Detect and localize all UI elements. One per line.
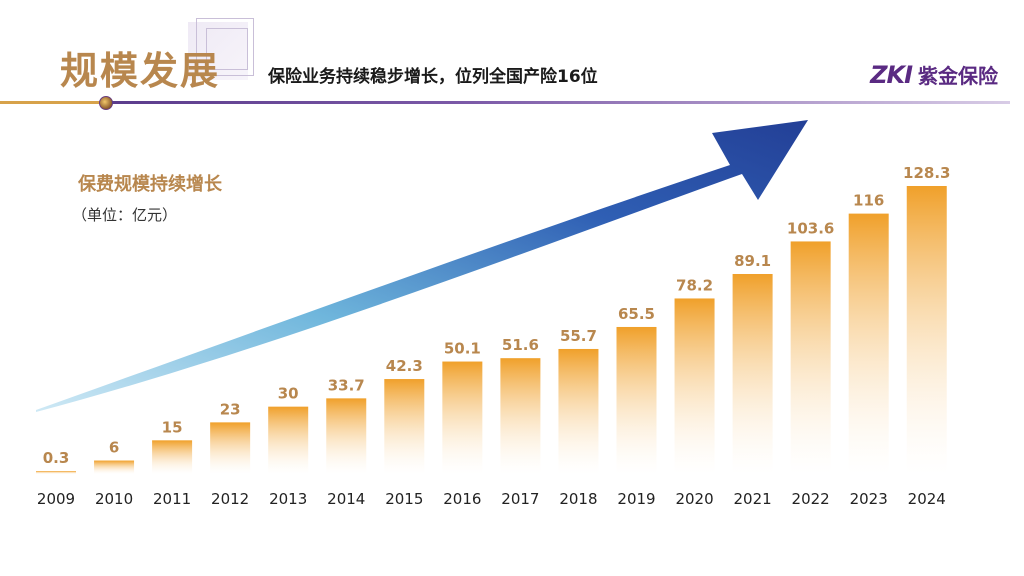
bar-value-label: 89.1 xyxy=(734,252,771,270)
x-tick-label: 2024 xyxy=(908,490,946,508)
bar-2009 xyxy=(36,471,76,474)
chart-unit-label: （单位：亿元） xyxy=(72,206,178,224)
bar-2010 xyxy=(94,460,135,474)
x-tick-label: 2012 xyxy=(211,490,249,508)
bar-value-label: 15 xyxy=(162,418,183,436)
title-decoration-square-inner xyxy=(206,28,248,70)
x-tick-label: 2021 xyxy=(734,490,772,508)
bar-2011 xyxy=(152,440,193,474)
bars-group: 0.3 2009 6 2010 15 2011 23 2012 30 2013 33.7 2014 42… xyxy=(36,164,950,508)
bar-value-label: 103.6 xyxy=(787,219,834,237)
x-tick-label: 2013 xyxy=(269,490,307,508)
bar-value-label: 42.3 xyxy=(386,357,423,375)
bar-value-label: 23 xyxy=(220,400,241,418)
header-divider-gold xyxy=(0,101,100,104)
x-tick-label: 2010 xyxy=(95,490,133,508)
bar-2023 xyxy=(848,213,889,474)
header-divider-purple xyxy=(112,101,1010,104)
logo-text: 紫金保险 xyxy=(918,64,998,88)
bar-2014 xyxy=(326,398,367,474)
x-tick-label: 2015 xyxy=(385,490,423,508)
x-tick-label: 2016 xyxy=(443,490,481,508)
x-tick-label: 2020 xyxy=(675,490,713,508)
page-subtitle: 保险业务持续稳步增长，位列全国产险16位 xyxy=(268,67,598,87)
bar-2015 xyxy=(384,379,425,474)
x-tick-label: 2014 xyxy=(327,490,365,508)
bar-value-label: 50.1 xyxy=(444,340,481,358)
x-tick-label: 2017 xyxy=(501,490,539,508)
growth-arrow xyxy=(36,120,808,412)
company-logo: ZKI 紫金保险 xyxy=(870,60,998,89)
bar-2021 xyxy=(732,273,773,474)
x-tick-label: 2011 xyxy=(153,490,191,508)
bar-value-label: 65.5 xyxy=(618,305,655,323)
x-tick-label: 2018 xyxy=(559,490,597,508)
bar-value-label: 30 xyxy=(278,385,299,403)
bar-2020 xyxy=(674,298,715,474)
bar-value-label: 51.6 xyxy=(502,336,539,354)
bar-2016 xyxy=(442,361,483,474)
x-tick-label: 2022 xyxy=(792,490,830,508)
bar-2012 xyxy=(210,422,251,474)
logo-mark: ZKI xyxy=(870,60,913,89)
title-decoration-square xyxy=(196,18,254,76)
x-tick-label: 2019 xyxy=(617,490,655,508)
bar-value-label: 128.3 xyxy=(903,164,950,182)
bar-2017 xyxy=(500,358,541,474)
bar-2022 xyxy=(790,241,831,474)
bar-2024 xyxy=(906,186,947,474)
x-tick-label: 2023 xyxy=(850,490,888,508)
bar-2019 xyxy=(616,326,657,474)
bar-2013 xyxy=(268,406,309,474)
chart-heading: 保费规模持续增长 xyxy=(78,174,222,195)
bar-value-label: 33.7 xyxy=(328,376,365,394)
bar-2018 xyxy=(558,348,599,474)
x-tick-label: 2009 xyxy=(37,490,75,508)
bar-value-label: 55.7 xyxy=(560,327,597,345)
title-decoration-fill xyxy=(188,22,248,80)
bar-value-label: 116 xyxy=(853,192,884,210)
bar-value-label: 6 xyxy=(109,439,119,457)
page-title: 规模发展 xyxy=(60,49,221,93)
bar-value-label: 78.2 xyxy=(676,276,713,294)
bar-value-label: 0.3 xyxy=(43,449,70,467)
